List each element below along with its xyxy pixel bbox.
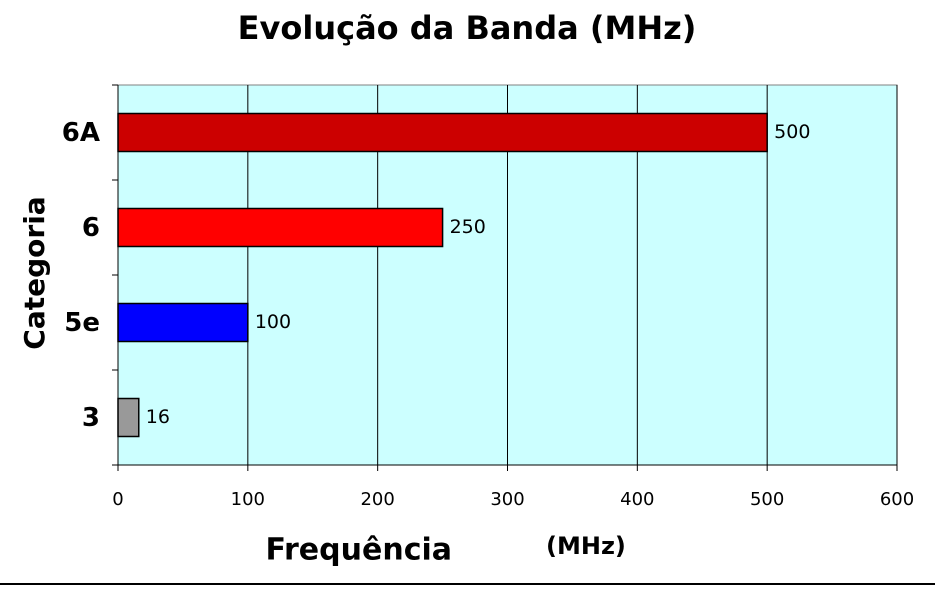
x-tick-label: 300 — [490, 489, 524, 510]
y-tick-label: 5e — [64, 308, 100, 338]
y-tick-label: 6 — [82, 213, 100, 243]
x-tick-label: 200 — [360, 489, 394, 510]
value-label: 250 — [450, 216, 486, 238]
x-tick-label: 500 — [750, 489, 784, 510]
y-tick-label: 3 — [82, 403, 100, 433]
x-axis-unit: (MHz) — [546, 532, 626, 560]
x-tick-label: 100 — [231, 489, 265, 510]
y-tick-label: 6A — [62, 118, 100, 148]
value-label: 16 — [146, 406, 170, 428]
x-axis-label: Frequência — [265, 533, 452, 568]
bar — [117, 302, 249, 343]
chart-title: Evolução da Banda (MHz) — [238, 9, 697, 47]
value-label: 500 — [774, 121, 810, 143]
y-axis-label: Categoria — [18, 196, 51, 349]
x-tick-label: 0 — [112, 489, 123, 510]
x-tick-label: 600 — [880, 489, 914, 510]
bar — [117, 397, 140, 438]
value-label: 100 — [255, 311, 291, 333]
x-tick-label: 400 — [620, 489, 654, 510]
bar — [117, 112, 768, 153]
bar — [117, 207, 444, 248]
